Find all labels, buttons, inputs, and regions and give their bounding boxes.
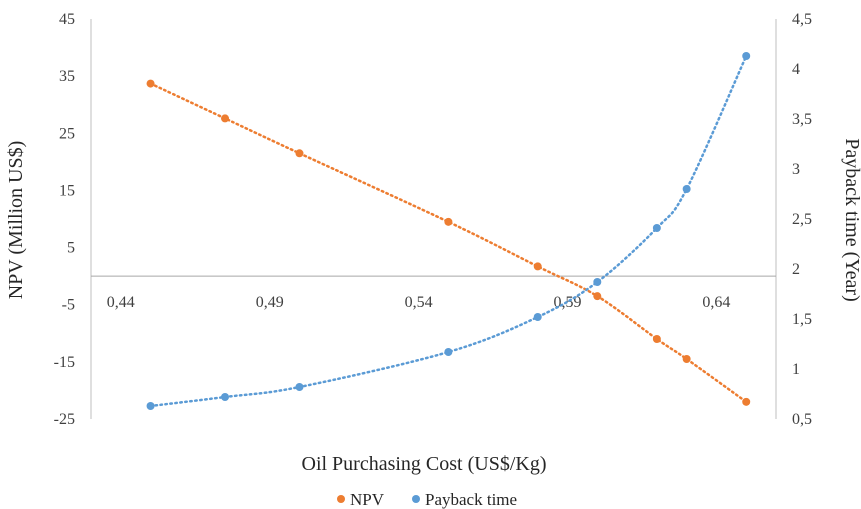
- npv-point: [652, 335, 661, 343]
- payback-time-point: [295, 383, 304, 391]
- npv-point: [742, 397, 751, 406]
- left-y-tick-label: -15: [54, 354, 75, 371]
- payback-time-point: [146, 402, 155, 410]
- x-tick-labels: 0,44 0,49 0,54 0,59 0,64: [107, 294, 731, 311]
- left-y-tick-label: -5: [62, 297, 75, 314]
- left-y-tick-label: 35: [59, 68, 75, 85]
- right-y-axis-title: Payback time (Year): [841, 138, 861, 301]
- left-y-tick-label: 45: [59, 11, 75, 28]
- npv-point: [295, 149, 304, 158]
- npv-point: [221, 114, 230, 123]
- payback-time-point: [533, 313, 542, 321]
- x-tick-label: 0,54: [405, 294, 433, 311]
- right-y-tick-label: 3: [792, 161, 800, 178]
- npv-point: [682, 355, 691, 363]
- right-y-tick-labels: 4,5 4 3,5 3 2,5 2 1,5 1 0,5: [792, 11, 812, 428]
- payback-time-point: [742, 52, 751, 60]
- npv-point: [146, 79, 155, 88]
- npv-point: [444, 217, 453, 226]
- x-tick-label: 0,44: [107, 294, 135, 311]
- x-tick-label: 0,64: [702, 294, 730, 311]
- legend: NPV Payback time: [337, 490, 517, 509]
- right-y-tick-label: 1,5: [792, 311, 812, 328]
- npv-trendline: [149, 82, 748, 404]
- legend-label-payback-time: Payback time: [425, 490, 517, 509]
- legend-label-npv: NPV: [350, 490, 385, 509]
- npv-point: [593, 292, 602, 301]
- right-y-tick-label: 2,5: [792, 211, 812, 228]
- left-y-tick-labels: 45 35 25 15 5 -5 -15 -25: [54, 11, 75, 428]
- payback-time-point: [593, 278, 602, 286]
- x-tick-label: 0,49: [256, 294, 284, 311]
- right-y-tick-label: 4: [792, 61, 800, 78]
- right-y-tick-label: 2: [792, 261, 800, 278]
- right-y-tick-label: 1: [792, 361, 800, 378]
- left-y-tick-label: 15: [59, 182, 75, 199]
- data-points: [146, 52, 751, 410]
- legend-marker-payback-time: [412, 495, 420, 503]
- right-y-tick-label: 3,5: [792, 111, 812, 128]
- left-y-tick-label: 5: [67, 240, 75, 257]
- payback-time-point: [444, 348, 453, 356]
- left-y-axis-title: NPV (Million US$): [5, 141, 27, 300]
- payback-time-point: [221, 393, 230, 401]
- left-y-tick-label: 25: [59, 125, 75, 142]
- payback-time-point: [682, 185, 691, 193]
- axes: [90, 19, 777, 419]
- right-y-tick-label: 4,5: [792, 11, 812, 28]
- legend-marker-npv: [337, 495, 345, 503]
- npv-point: [533, 262, 542, 271]
- left-y-tick-label: -25: [54, 411, 75, 428]
- right-y-tick-label: 0,5: [792, 411, 812, 428]
- x-axis-title: Oil Purchasing Cost (US$/Kg): [302, 453, 547, 475]
- payback-time-point: [652, 224, 661, 232]
